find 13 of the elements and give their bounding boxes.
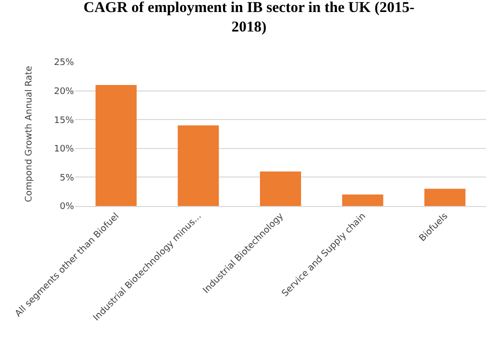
y-tick-label: 15% [54,116,74,126]
bar [178,125,219,206]
bar [342,194,384,206]
chart-title: CAGR of employment in IB sector in the UK (2015-2018) [84,0,414,36]
y-axis-title: Compond Growth Annual Rate [24,65,34,202]
y-tick-label: 25% [54,58,74,68]
y-tick-label: 0% [60,202,74,212]
y-tick-label: 20% [54,86,74,97]
bar [260,171,302,206]
bar [96,85,137,206]
bar [424,188,466,206]
y-tick-label: 5% [60,173,74,184]
y-tick-label: 10% [54,144,74,155]
